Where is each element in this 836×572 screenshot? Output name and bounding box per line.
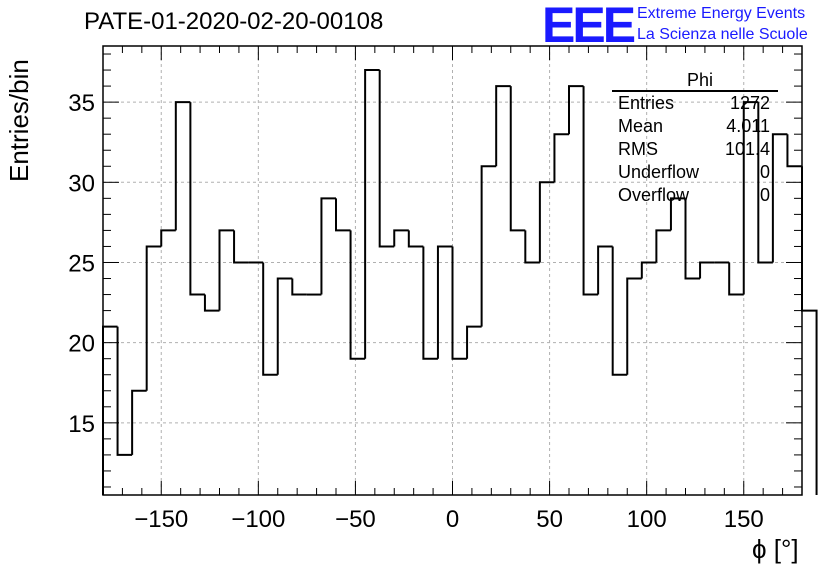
histogram-bin [582, 86, 599, 296]
x-tick-label: −50 [335, 506, 376, 533]
histogram-bin [466, 325, 482, 359]
y-tick-label: 20 [68, 331, 95, 358]
y-tick-label: 30 [68, 170, 95, 197]
histogram-bin [349, 230, 366, 360]
histogram-bin [669, 197, 686, 231]
histogram-bin [699, 261, 715, 279]
histogram-bin [524, 230, 540, 264]
stats-value: 4.011 [726, 116, 770, 136]
histogram-bin [771, 133, 788, 263]
stats-key: RMS [618, 139, 658, 159]
stats-key: Entries [618, 93, 675, 113]
histogram-bin [728, 262, 744, 296]
stats-box: Phi Entries 1272 Mean 4.011 RMS 101.4 Un… [612, 70, 778, 207]
histogram-bin [568, 85, 584, 135]
stats-value: 0 [759, 162, 770, 182]
histogram-bin [145, 245, 162, 391]
logo-caption-line1: Extreme Energy Events [637, 5, 806, 22]
histogram-bin [291, 278, 307, 296]
histogram-bin [495, 85, 511, 167]
histogram-bin [757, 102, 773, 264]
histogram-bin [407, 230, 424, 248]
stats-value: 0 [759, 185, 770, 205]
y-tick-label: 15 [68, 411, 95, 438]
stats-value: 101.4 [724, 139, 770, 159]
stats-row-overflow: Overflow 0 [612, 184, 778, 207]
stats-key: Overflow [618, 185, 690, 205]
histogram-bin [203, 294, 220, 312]
histogram-bin [218, 229, 235, 311]
x-tick-label: −150 [134, 506, 188, 533]
x-tick-label: 100 [627, 506, 667, 533]
histogram-bin [276, 277, 293, 375]
x-tick-label: −100 [231, 506, 285, 533]
chart-title: PATE-01-2020-02-20-00108 [84, 8, 384, 35]
stats-key: Underflow [618, 162, 700, 182]
histogram-bin [174, 101, 191, 231]
histogram-bin [655, 229, 671, 263]
histogram-bin [131, 389, 147, 455]
histogram-bin [611, 246, 628, 376]
axis-ticks [102, 46, 803, 495]
histogram-bin [320, 197, 336, 295]
histogram-bin [393, 229, 409, 247]
histogram-bin [102, 325, 118, 495]
x-tick-label: 150 [724, 506, 764, 533]
y-tick-label: 35 [68, 90, 95, 117]
stats-value: 1272 [729, 93, 770, 113]
stats-box-title: Phi [612, 70, 778, 92]
histogram-bin [538, 181, 555, 263]
stats-key: Mean [618, 116, 664, 136]
x-tick-label: 50 [536, 506, 563, 533]
x-axis-label: ϕ [°] [752, 534, 799, 564]
stats-row-mean: Mean 4.011 [612, 115, 778, 138]
histogram-bin [684, 198, 701, 280]
histogram-bin [378, 70, 395, 248]
axis-tick-labels: −150 −100 −50 0 50 100 150 15 20 25 30 35 [68, 90, 763, 533]
histogram-bin [160, 229, 176, 247]
histogram-bin [233, 230, 249, 264]
histogram-bin [640, 261, 657, 279]
histogram-bin [597, 245, 613, 295]
histogram-bin [451, 246, 468, 360]
x-tick-label: 0 [446, 506, 459, 533]
eee-logo: EEE [542, 0, 636, 53]
logo-caption-line2: La Scienza nelle Scuole [637, 26, 808, 43]
logo-caption: Extreme Energy Events La Scienza nelle S… [637, 3, 808, 45]
histogram-bin [335, 198, 351, 232]
histogram-bin [116, 326, 133, 456]
histogram-bin [626, 277, 642, 375]
y-tick-label: 25 [68, 250, 95, 277]
histogram-bin [553, 133, 569, 183]
stats-row-rms: RMS 101.4 [612, 138, 778, 161]
histogram-bin [422, 246, 438, 360]
stats-row-entries: Entries 1272 [612, 92, 778, 115]
histogram-bin [509, 86, 526, 232]
histogram-bin [364, 69, 380, 359]
y-axis-label: Entries/bin [4, 59, 34, 182]
histogram-bin [436, 245, 453, 359]
stats-row-underflow: Underflow 0 [612, 161, 778, 184]
histogram-bin [480, 165, 497, 327]
histogram-bin [801, 166, 818, 495]
histogram-bin [262, 262, 278, 376]
histogram-bin [742, 101, 759, 295]
histogram-bin [189, 102, 205, 296]
